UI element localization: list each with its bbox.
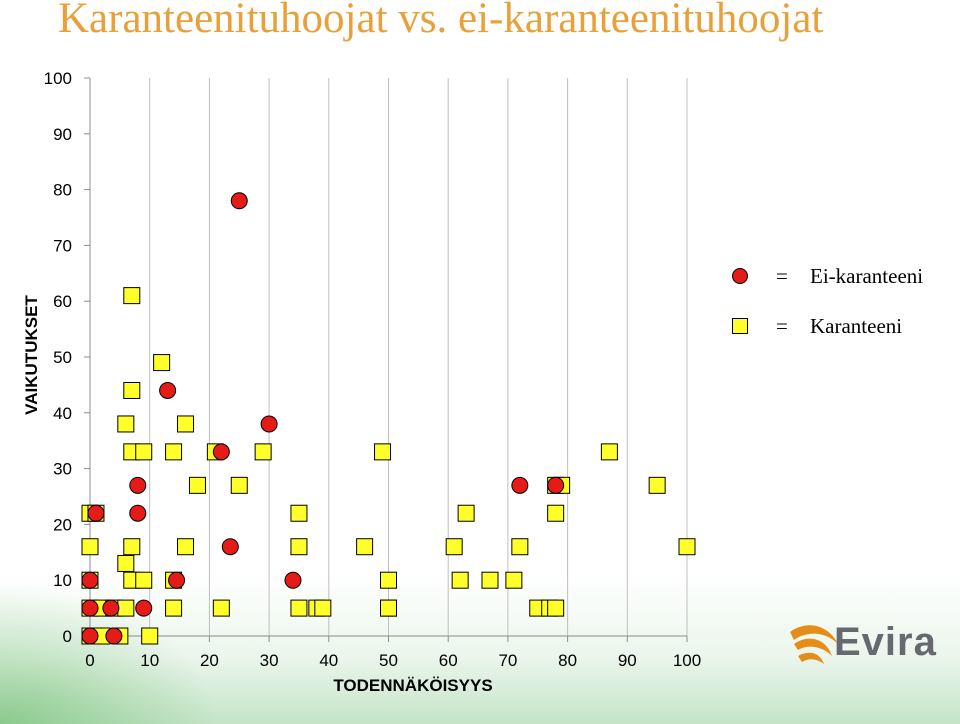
x-tick-label: 90 xyxy=(618,651,637,670)
footer-gradient xyxy=(0,574,960,724)
x-tick-label: 70 xyxy=(498,651,517,670)
ei-karanteeni-point xyxy=(81,599,99,617)
ei-karanteeni-point xyxy=(135,599,153,617)
karanteeni-point xyxy=(290,504,308,522)
vertical-gridlines xyxy=(149,78,688,636)
evira-swoosh-icon xyxy=(790,625,838,664)
ei-karanteeni-point xyxy=(81,571,99,589)
karanteeni-point xyxy=(451,571,469,589)
ei-karanteeni-point xyxy=(511,476,529,494)
legend-equals: = xyxy=(776,314,788,338)
y-tick-label: 0 xyxy=(63,627,72,646)
axis-lines xyxy=(84,77,688,642)
legend-label: Karanteeni xyxy=(810,314,903,338)
karanteeni-point xyxy=(230,476,248,494)
karanteeni-point xyxy=(356,538,374,556)
karanteeni-point xyxy=(153,354,171,372)
ei-karanteeni-point xyxy=(260,415,278,433)
karanteeni-point xyxy=(81,538,99,556)
legend-equals: = xyxy=(776,264,788,288)
ei-karanteeni-point xyxy=(284,571,302,589)
ei-karanteeni-point xyxy=(230,192,248,210)
karanteeni-point xyxy=(123,538,141,556)
y-tick-labels: 0 10 20 30 40 50 60 70 80 90 100 xyxy=(44,69,72,646)
karanteeni-point xyxy=(141,627,159,645)
y-tick-label: 10 xyxy=(53,571,72,590)
ei-karanteeni-point xyxy=(168,571,186,589)
karanteeni-point xyxy=(165,599,183,617)
yellow-square-marker-icon xyxy=(732,318,748,334)
karanteeni-point xyxy=(547,599,565,617)
y-axis-label: VAIKUTUKSET xyxy=(22,295,41,415)
ei-karanteeni-point xyxy=(212,443,230,461)
karanteeni-point xyxy=(314,599,332,617)
karanteeni-point xyxy=(135,443,153,461)
karanteeni-point xyxy=(117,415,135,433)
karanteeni-point xyxy=(380,599,397,617)
karanteeni-point xyxy=(678,538,696,556)
x-tick-labels: 0 10 20 30 40 50 60 70 80 90 100 xyxy=(85,651,701,670)
x-tick-label: 30 xyxy=(260,651,279,670)
y-tick-label: 20 xyxy=(53,515,72,534)
y-tick-label: 70 xyxy=(53,236,72,255)
karanteeni-point xyxy=(457,504,475,522)
karanteeni-point xyxy=(290,599,308,617)
karanteeni-point xyxy=(177,415,195,433)
ei-karanteeni-point xyxy=(105,627,123,645)
karanteeni-point xyxy=(117,554,135,572)
y-tick-label: 40 xyxy=(53,404,72,423)
ei-karanteeni-point xyxy=(81,627,99,645)
x-tick-label: 100 xyxy=(673,651,701,670)
x-tick-label: 0 xyxy=(85,651,94,670)
karanteeni-point xyxy=(165,443,183,461)
x-tick-label: 40 xyxy=(319,651,338,670)
x-tick-label: 50 xyxy=(379,651,398,670)
ei-karanteeni-point xyxy=(221,538,239,556)
karanteeni-point xyxy=(254,443,272,461)
x-tick-label: 20 xyxy=(200,651,219,670)
karanteeni-point xyxy=(600,443,618,461)
karanteeni-point xyxy=(505,571,523,589)
x-tick-label: 60 xyxy=(439,651,458,670)
karanteeni-point xyxy=(123,381,141,399)
data-points xyxy=(81,192,696,645)
karanteeni-point xyxy=(374,443,392,461)
red-circle-marker-icon xyxy=(732,268,748,284)
karanteeni-point xyxy=(481,571,499,589)
karanteeni-point xyxy=(123,287,141,305)
karanteeni-point xyxy=(117,599,135,617)
ei-karanteeni-point xyxy=(87,504,105,522)
karanteeni-point xyxy=(212,599,230,617)
karanteeni-point xyxy=(135,571,153,589)
ei-karanteeni-point xyxy=(159,381,177,399)
evira-wordmark: Evira xyxy=(834,620,937,664)
evira-logo: Evira xyxy=(786,614,958,674)
ei-karanteeni-point xyxy=(129,476,147,494)
karanteeni-point xyxy=(445,538,463,556)
ei-karanteeni-point xyxy=(102,599,120,617)
legend-label: Ei-karanteeni xyxy=(810,264,924,288)
y-tick-label: 50 xyxy=(53,348,72,367)
y-tick-label: 60 xyxy=(53,292,72,311)
karanteeni-point xyxy=(290,538,308,556)
x-tick-label: 10 xyxy=(140,651,159,670)
karanteeni-point xyxy=(177,538,195,556)
y-tick-label: 90 xyxy=(53,125,72,144)
y-tick-label: 100 xyxy=(44,69,72,88)
ei-karanteeni-point xyxy=(547,476,565,494)
karanteeni-point xyxy=(188,476,206,494)
karanteeni-point xyxy=(547,504,565,522)
karanteeni-point xyxy=(511,538,529,556)
ei-karanteeni-point xyxy=(129,504,147,522)
x-tick-label: 80 xyxy=(558,651,577,670)
y-tick-label: 80 xyxy=(53,181,72,200)
karanteeni-point xyxy=(380,571,397,589)
x-axis-label: TODENNÄKÖISYYS xyxy=(333,676,493,695)
y-tick-label: 30 xyxy=(53,460,72,479)
karanteeni-point xyxy=(648,476,666,494)
slide-title: Karanteenituhoojat vs. ei-karanteenituho… xyxy=(58,0,824,42)
